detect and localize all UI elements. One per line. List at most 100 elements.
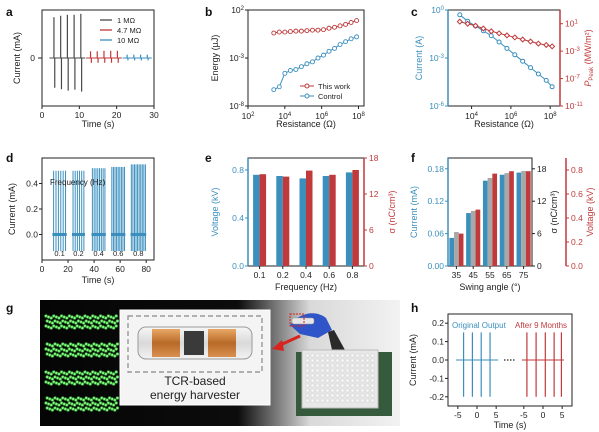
led-panel-cell [370, 363, 375, 368]
panel-c-xtick-label-base: 10 [465, 111, 475, 121]
panel-h-xtick-label: 0 [541, 410, 546, 420]
panel-b-point [348, 20, 354, 25]
panel-b-point [271, 30, 277, 36]
panel-c-point [472, 22, 479, 29]
panel-e-bar-left [299, 178, 306, 266]
led [49, 316, 53, 320]
led [115, 396, 120, 400]
panel-f-far-right-ytick-label: 0.4 [571, 213, 583, 223]
led-panel-cell [315, 393, 320, 398]
panel-f-right-ytick-label: 18 [537, 164, 547, 174]
led [115, 342, 120, 346]
led [74, 377, 78, 381]
led [114, 314, 118, 318]
led-panel-cell [330, 368, 335, 373]
led [81, 408, 86, 412]
panel-f-xtick-label: 35 [452, 270, 462, 280]
led-panel-cell [370, 393, 375, 398]
led-panel-cell [360, 388, 365, 393]
panel-c-point [543, 77, 549, 83]
led-panel-cell [350, 373, 355, 378]
panel-b-point [354, 18, 360, 24]
led [65, 349, 69, 353]
panel-b-point [304, 28, 310, 34]
led-panel-cell [345, 398, 350, 403]
panel-f-bar-left [466, 213, 471, 266]
led [72, 372, 77, 376]
led-panel-cell [360, 398, 365, 403]
led [50, 321, 55, 325]
led-panel-cell [305, 373, 310, 378]
panel-d-ytick-label: 0.2 [26, 204, 38, 214]
led-panel-cell [320, 388, 325, 393]
panel-e-ylabel: Voltage (kV) [210, 187, 220, 236]
panel-e-left-ytick-label: 0.8 [232, 165, 244, 175]
panel-f-far-right-ytick-label: 0.0 [571, 261, 583, 271]
panel-d-xtick-label: 0 [40, 264, 45, 274]
panel-c-ylabel-right-unit: (MW/m²) [583, 29, 593, 66]
panel-b-xtick-label: 102 [242, 111, 255, 121]
panel-d-ylabel: Current (mA) [7, 183, 17, 235]
led [74, 344, 78, 348]
panel-e-bar-right [306, 170, 313, 266]
panel-c-ytick-right-label-exp: -11 [574, 102, 583, 108]
panel-b-point [282, 70, 288, 76]
panel-f-bar-right [470, 210, 476, 266]
led-panel-cell [355, 368, 360, 373]
led-panel-cell [315, 378, 320, 383]
led [111, 326, 116, 330]
led-panel-cell [305, 378, 310, 383]
led-panel-cell [330, 393, 335, 398]
led-panel-cell [325, 378, 330, 383]
led-panel-cell [350, 393, 355, 398]
panel-b-point [293, 67, 299, 72]
led-panel-cell [360, 393, 365, 398]
device-caption-line1: TCR-based [164, 374, 225, 388]
led [81, 398, 86, 402]
panel-d-chart: 0 20 40 60 80 0.0 0.2 0.4 0.1 0.2 0.4 0.6 0.8 Frequ… [7, 157, 155, 285]
panel-d-group-label: 0.1 [54, 249, 64, 258]
led-panel-cell [345, 368, 350, 373]
led [74, 321, 78, 325]
led-panel-cell [350, 378, 355, 383]
panel-f-right-ytick-label: 6 [537, 229, 542, 239]
panel-b-xtick-label-exp: 8 [362, 112, 366, 118]
panel-c-point [512, 52, 518, 58]
panel-c-point [496, 39, 502, 45]
panel-a-legend-label: 10 MΩ [117, 36, 140, 45]
led-panel-cell [330, 383, 335, 388]
panel-d-group-band [52, 232, 67, 237]
led-panel-cell [330, 388, 335, 393]
panel-f-chart: 35 45 55 65 75 0.00 0.06 0.12 0.18 0 6 12 18 0.0 0.2 0.… [409, 157, 595, 292]
led [57, 326, 61, 330]
led [96, 372, 100, 376]
led [57, 382, 61, 386]
panel-c-xtick-label-exp: 8 [553, 112, 557, 118]
panel-d-xtick-label: 80 [141, 264, 151, 274]
panel-f-bar-right [487, 177, 493, 266]
led-panel-cell [340, 378, 345, 383]
panel-a-xtick-label: 0 [40, 110, 45, 120]
led-panel-cell [325, 393, 330, 398]
panel-b-point [298, 64, 304, 70]
led [66, 408, 70, 412]
led-panel-cell [360, 363, 365, 368]
led-panel-cell [345, 373, 350, 378]
led [97, 344, 101, 348]
panel-e-xtick-label: 0.2 [277, 270, 289, 280]
led [80, 372, 85, 376]
panel-b-point [309, 27, 315, 33]
led [50, 398, 55, 402]
led [65, 382, 69, 386]
panel-c-point [535, 71, 541, 77]
led [113, 377, 117, 381]
panel-c-ytick-label-base: 10 [429, 101, 439, 111]
panel-b-point [337, 42, 343, 48]
panel-e-bar-left [345, 172, 353, 266]
led [57, 316, 61, 320]
panel-b-xtick-label-base: 10 [315, 111, 325, 121]
panel-e-xtick-label: 0.8 [346, 270, 358, 280]
led-panel-cell [370, 353, 375, 358]
panel-f-bar-right [521, 170, 526, 266]
